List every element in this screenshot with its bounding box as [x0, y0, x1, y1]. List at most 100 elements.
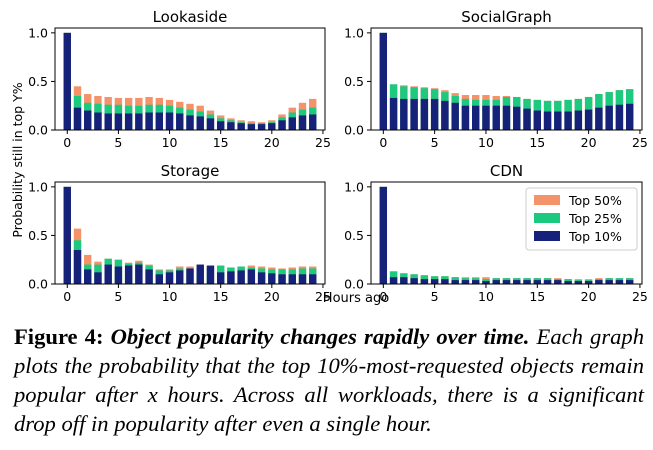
chart-panels: Lookaside 0.0 0.5 1.0 0 5 10 15 20 25 SocialGraph 0…: [28, 8, 648, 304]
shared-x-axis-label: Hours ago: [323, 291, 389, 305]
x-tick-label: 25: [315, 289, 331, 304]
legend-entry: Top 50%: [534, 193, 622, 208]
bar: [523, 280, 531, 284]
bar: [268, 123, 276, 130]
series-top-10-: [63, 32, 317, 130]
bar: [400, 277, 408, 284]
x-tick-label: 20: [264, 135, 280, 150]
legend-swatch: [534, 231, 560, 241]
bar: [492, 105, 500, 130]
bar: [564, 111, 572, 130]
bar: [94, 112, 102, 130]
bar: [420, 98, 429, 130]
bar: [217, 121, 225, 130]
legend-label: Top 25%: [568, 211, 622, 226]
y-tick-label: 0.0: [28, 277, 48, 292]
caption-headline: Object popularity changes rapidly over t…: [110, 324, 530, 349]
x-tick-label: 25: [632, 289, 648, 304]
series-top-10-: [379, 186, 634, 284]
bar: [595, 280, 603, 284]
caption-body: Each graph plots the probability that th…: [14, 324, 644, 436]
x-tick-label: 20: [581, 289, 597, 304]
bar: [605, 280, 613, 284]
bar: [165, 272, 174, 284]
bar: [502, 280, 511, 284]
bar: [176, 270, 184, 284]
bar: [513, 106, 521, 130]
x-tick-label: 0: [63, 135, 71, 150]
y-tick-label: 0.0: [28, 123, 48, 138]
x-tick-label: 10: [478, 135, 494, 150]
axes-frame: [370, 27, 643, 131]
bar: [84, 269, 92, 284]
bar: [420, 279, 429, 284]
chart-panel-cdn: CDN 0.0 0.5 1.0 0 5 10 15 20 25: [344, 162, 648, 304]
bar: [615, 280, 624, 284]
y-tick-label: 0.0: [344, 277, 364, 292]
bar: [472, 105, 480, 130]
x-tick-label: 25: [632, 135, 648, 150]
bar: [104, 264, 112, 284]
bar: [73, 250, 82, 284]
x-tick-label: 5: [114, 135, 122, 150]
chart-panel-storage: Storage 0.0 0.5 1.0 0 5 10 15 20 25: [28, 162, 331, 304]
legend-swatch: [534, 195, 560, 205]
bar: [554, 280, 562, 284]
x-tick-label: 15: [213, 135, 229, 150]
x-tick-label: 20: [264, 289, 280, 304]
bar: [625, 280, 634, 284]
bar: [533, 110, 541, 130]
bar: [379, 32, 388, 130]
bar: [114, 113, 123, 130]
legend-entry: Top 25%: [534, 211, 622, 226]
axes-frame: [54, 181, 326, 285]
bar: [513, 280, 521, 284]
bar: [155, 112, 163, 130]
x-tick-label: 15: [529, 135, 545, 150]
bar: [257, 124, 266, 130]
legend-swatch: [534, 213, 560, 223]
legend-label: Top 10%: [568, 229, 622, 244]
bar: [584, 109, 593, 130]
bar: [389, 97, 398, 130]
bar: [186, 115, 194, 130]
bar: [309, 114, 317, 130]
bar: [492, 280, 500, 284]
legend-entry: Top 10%: [534, 229, 622, 244]
bar: [247, 124, 256, 130]
bar: [145, 269, 153, 284]
bar: [288, 274, 296, 284]
bar: [217, 272, 225, 284]
bar: [472, 280, 480, 284]
bar: [595, 107, 603, 130]
bar: [257, 272, 266, 284]
bar: [451, 280, 459, 284]
bar: [410, 278, 418, 284]
y-tick-label: 0.5: [28, 74, 48, 89]
bar: [114, 266, 123, 284]
bar: [615, 104, 624, 130]
bar: [237, 270, 245, 284]
bar: [165, 112, 174, 130]
bar: [145, 112, 153, 130]
bar: [227, 122, 235, 130]
bar: [379, 186, 388, 284]
bar: [278, 274, 286, 284]
bar: [135, 264, 143, 284]
y-tick-label: 0.5: [344, 228, 364, 243]
bar: [574, 110, 583, 130]
bar: [298, 115, 307, 130]
bar: [63, 186, 71, 284]
y-tick-label: 0.5: [28, 228, 48, 243]
bar: [482, 281, 490, 284]
bar: [441, 279, 449, 284]
x-tick-label: 10: [162, 289, 178, 304]
axes-frame: [370, 181, 643, 285]
y-tick-label: 1.0: [28, 25, 48, 40]
caption-lead: Figure 4:: [14, 324, 104, 349]
bar: [73, 107, 82, 130]
series-top-10-: [63, 186, 317, 284]
legend-label: Top 50%: [568, 193, 622, 208]
bar: [63, 32, 71, 130]
bar: [400, 98, 408, 130]
